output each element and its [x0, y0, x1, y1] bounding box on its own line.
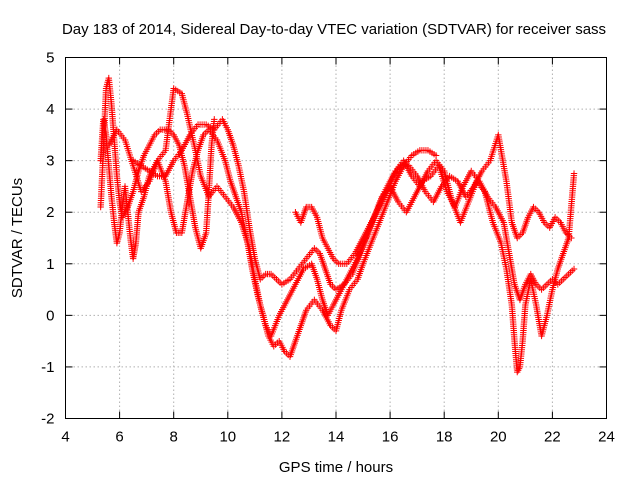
x-axis-label: GPS time / hours: [279, 459, 393, 476]
x-tick-label: 10: [219, 429, 236, 446]
y-tick-label: 4: [46, 101, 54, 118]
y-tick-label: 1: [46, 256, 54, 273]
x-axis-tick-labels: 4 6 8 10 12 14 16 18 20 22 24: [61, 429, 615, 446]
x-tick-label: 18: [436, 429, 453, 446]
x-tick-label: 12: [274, 429, 291, 446]
data-point: [570, 170, 578, 177]
x-tick-label: 14: [328, 429, 345, 446]
y-tick-label: 2: [46, 204, 54, 221]
x-tick-label: 8: [170, 429, 178, 446]
x-tick-label: 22: [544, 429, 561, 446]
x-tick-label: 24: [598, 429, 615, 446]
y-tick-label: -1: [41, 359, 54, 376]
x-tick-label: 6: [115, 429, 123, 446]
data-points: [97, 74, 578, 376]
y-tick-label: -2: [41, 411, 54, 428]
data-point: [211, 116, 218, 123]
axis-ticks: [65, 57, 607, 419]
y-axis-tick-labels: -2 -1 0 1 2 3 4 5: [41, 50, 54, 428]
y-tick-label: 5: [46, 50, 54, 67]
y-axis-label: SDTVAR / TECUs: [9, 178, 26, 298]
data-point: [570, 265, 578, 273]
chart-title: Day 183 of 2014, Sidereal Day-to-day VTE…: [62, 21, 606, 38]
y-tick-label: 3: [46, 153, 54, 170]
x-tick-label: 20: [490, 429, 507, 446]
x-tick-label: 16: [382, 429, 399, 446]
grid-lines: [65, 57, 607, 419]
y-tick-label: 0: [46, 307, 54, 324]
x-tick-label: 4: [61, 429, 69, 446]
